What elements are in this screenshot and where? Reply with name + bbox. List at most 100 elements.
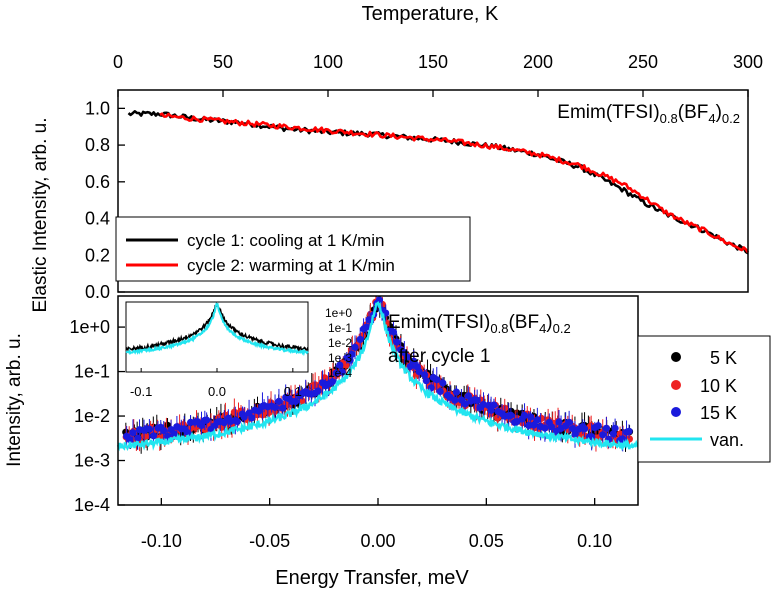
bottom-x-tick-label: -0.10 bbox=[141, 531, 182, 551]
bottom-annotation: Emim(TFSI)0.8(BF4)0.2 bbox=[388, 312, 571, 336]
top-panel: Temperature, K 0 50 100 150 200 250 300 0.0 0.2 0… bbox=[85, 3, 763, 302]
data-point bbox=[452, 388, 460, 396]
inset-y-tick-label: 1e-4 bbox=[328, 366, 352, 380]
legend-marker-5k bbox=[671, 352, 681, 362]
data-point bbox=[406, 362, 414, 371]
data-point bbox=[314, 387, 322, 395]
data-point bbox=[451, 396, 459, 404]
bottom-annotation-line2: after cycle 1 bbox=[388, 346, 490, 367]
data-point bbox=[527, 413, 535, 421]
data-point bbox=[473, 396, 481, 404]
legend-label-van: van. bbox=[710, 430, 744, 450]
data-point bbox=[336, 361, 344, 369]
data-point bbox=[129, 429, 137, 437]
bottom-axis-ticks: -0.10 -0.05 0.00 0.05 0.101e-41e-31e-21e-11e… bbox=[69, 317, 612, 551]
bottom-series-15k bbox=[123, 296, 633, 452]
data-point bbox=[581, 425, 589, 433]
data-point bbox=[410, 357, 418, 365]
data-point bbox=[275, 397, 283, 405]
data-point bbox=[602, 424, 611, 432]
bottom-x-tick-label: 0.00 bbox=[360, 531, 395, 551]
top-x-tick-label: 250 bbox=[628, 52, 658, 72]
bottom-y-tick-label: 1e-4 bbox=[74, 495, 110, 515]
data-point bbox=[160, 427, 168, 435]
data-point bbox=[625, 427, 633, 435]
data-point bbox=[403, 353, 411, 361]
data-point bbox=[134, 434, 142, 442]
top-legend-box bbox=[115, 216, 471, 282]
data-point bbox=[393, 338, 401, 346]
data-point bbox=[588, 433, 596, 441]
legend-marker-15k bbox=[671, 407, 681, 417]
inset-x-tick-label: 0.0 bbox=[208, 384, 226, 399]
legend-marker-10k bbox=[671, 380, 681, 390]
data-point bbox=[240, 413, 248, 421]
data-point bbox=[363, 323, 371, 331]
bottom-y-tick-label: 1e-2 bbox=[74, 406, 110, 426]
data-point bbox=[145, 425, 153, 433]
inset-plot: -0.1 0.0 0.1 1e+01e-11e-21e-31e-4 bbox=[125, 301, 352, 399]
legend-label-cycle1: cycle 1: cooling at 1 K/min bbox=[187, 231, 384, 250]
top-annotation: Emim(TFSI)0.8(BF4)0.2 bbox=[557, 102, 740, 126]
inset-axis-ticks: -0.1 0.0 0.1 1e+01e-11e-21e-31e-4 bbox=[130, 306, 352, 399]
data-point bbox=[530, 421, 538, 429]
data-point bbox=[351, 343, 359, 351]
inset-y-tick-label: 1e-1 bbox=[328, 321, 352, 335]
data-point bbox=[248, 414, 256, 422]
data-point bbox=[365, 316, 373, 324]
top-x-tick-label: 200 bbox=[523, 52, 553, 72]
bottom-y-tick-label: 1e-1 bbox=[74, 362, 110, 382]
bottom-x-tick-label: 0.05 bbox=[469, 531, 504, 551]
top-series-lines bbox=[127, 110, 750, 255]
data-point bbox=[571, 430, 579, 439]
legend-label-15k: 15 K bbox=[700, 403, 737, 423]
data-point bbox=[328, 378, 336, 386]
top-series-line-2 bbox=[159, 112, 750, 254]
bottom-panel: -0.10 -0.05 0.00 0.05 0.101e-41e-31e-21e-11e… bbox=[69, 295, 640, 589]
inset-frame bbox=[125, 301, 309, 373]
data-point bbox=[233, 417, 241, 426]
data-point bbox=[422, 377, 430, 385]
inset-x-tick-label: 0.1 bbox=[284, 384, 302, 399]
inset-y-tick-label: 1e-2 bbox=[328, 336, 352, 350]
inset-y-tick-label: 1e+0 bbox=[325, 306, 352, 320]
data-point bbox=[520, 411, 529, 419]
inset-series bbox=[125, 302, 309, 357]
data-point bbox=[439, 379, 447, 387]
legend-label-5k: 5 K bbox=[710, 348, 737, 368]
inset-x-tick-label: -0.1 bbox=[130, 384, 152, 399]
top-y-tick-label: 0.8 bbox=[85, 135, 110, 155]
bottom-y-axis-label: Intensity, arb. u. bbox=[4, 333, 25, 467]
top-plot-frame bbox=[117, 89, 749, 293]
data-point bbox=[541, 424, 549, 432]
data-point bbox=[533, 416, 542, 424]
data-point bbox=[164, 432, 172, 440]
top-legend: cycle 1: cooling at 1 K/min cycle 2: war… bbox=[115, 216, 471, 282]
top-x-axis-label: Temperature, K bbox=[362, 3, 499, 25]
data-point bbox=[547, 423, 556, 431]
top-y-axis-label: Elastic Intensity, arb. u. bbox=[30, 117, 51, 312]
bottom-y-tick-label: 1e-3 bbox=[74, 451, 110, 471]
bottom-y-tick-label: 1e+0 bbox=[69, 317, 110, 337]
bottom-x-axis-label: Energy Transfer, meV bbox=[275, 567, 469, 589]
data-point bbox=[332, 369, 340, 377]
bottom-x-tick-label: 0.10 bbox=[577, 531, 612, 551]
data-point bbox=[525, 421, 533, 429]
data-point bbox=[348, 350, 356, 358]
bottom-series-data bbox=[116, 296, 640, 454]
inset-y-tick-label: 1e-3 bbox=[328, 351, 352, 365]
top-y-tick-label: 0.4 bbox=[85, 209, 110, 229]
data-point bbox=[433, 376, 441, 384]
bottom-legend: 5 K 10 K 15 K van. bbox=[637, 335, 771, 463]
top-x-tick-label: 100 bbox=[313, 52, 343, 72]
data-point bbox=[203, 416, 211, 424]
data-point bbox=[184, 429, 192, 437]
data-point bbox=[565, 418, 573, 426]
data-point bbox=[507, 411, 515, 419]
inset-van-line bbox=[125, 302, 309, 357]
data-point bbox=[271, 403, 279, 412]
legend-label-10k: 10 K bbox=[700, 376, 737, 396]
data-point bbox=[338, 368, 346, 376]
data-point bbox=[356, 335, 364, 343]
